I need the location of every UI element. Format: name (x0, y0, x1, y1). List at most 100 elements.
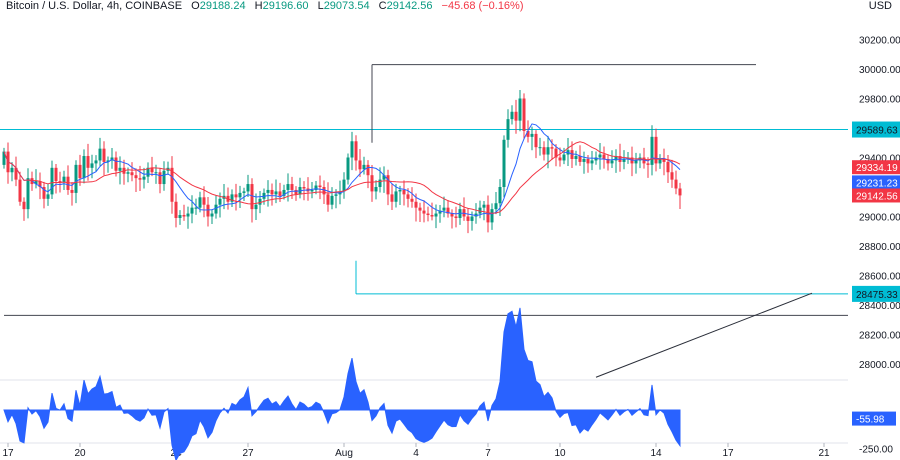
candle-body (74, 164, 78, 193)
candle-body (14, 167, 18, 180)
price-tag (852, 188, 900, 203)
candle-body (450, 213, 454, 217)
candle-body (494, 203, 498, 210)
candle-body (678, 188, 682, 196)
candle-body (454, 216, 458, 218)
oscillator-tick-label: -250.00 (859, 444, 893, 455)
candle-body (186, 213, 190, 217)
candle-body (390, 194, 394, 202)
candle-body (86, 156, 90, 168)
candle-body (526, 130, 530, 137)
candle-body (282, 189, 286, 196)
candle-body (482, 204, 486, 208)
candle-body (506, 119, 510, 140)
symbol-title[interactable]: Bitcoin / U.S. Dollar, 4h, COINBASE (6, 0, 183, 12)
candle-body (178, 215, 182, 218)
candle-body (610, 160, 614, 164)
oscillator-area (3, 307, 681, 460)
currency-label[interactable]: USD (868, 0, 892, 12)
candle-body (662, 158, 666, 162)
chart-header: Bitcoin / U.S. Dollar, 4h, COINBASE O291… (6, 0, 524, 12)
candle-body (374, 187, 378, 192)
candle-body (650, 136, 654, 165)
candle-body (386, 175, 390, 195)
price-tag-label: 29142.56 (856, 191, 898, 202)
candle-body (202, 197, 206, 205)
open-value: 29188.24 (199, 0, 246, 12)
y-tick-label: 28000.00 (859, 360, 900, 371)
y-tick-label: 29400.00 (859, 154, 900, 165)
candle-body (362, 164, 366, 170)
candle-body (342, 179, 346, 192)
candle-body (294, 189, 298, 195)
candle-body (442, 207, 446, 211)
candle-body (302, 187, 306, 189)
y-tick-label: 30200.00 (859, 36, 900, 47)
candle-body (114, 157, 118, 171)
candle-body (438, 210, 442, 214)
candle-body (434, 213, 438, 217)
candle-body (126, 172, 130, 174)
candle-body (542, 147, 546, 155)
x-tick-label: 27 (242, 448, 254, 459)
candle-body (606, 158, 610, 164)
candle-body (358, 160, 362, 170)
change-value: −45.68 (−0.16%) (441, 0, 524, 12)
y-tick-label: 29800.00 (859, 95, 900, 106)
candle-body (102, 148, 106, 162)
y-tick-label: 28800.00 (859, 242, 900, 253)
x-tick-label: 10 (554, 448, 566, 459)
open-label: O (191, 0, 200, 12)
candle-body (150, 167, 154, 173)
candle-body (262, 192, 266, 199)
candle-body (78, 164, 82, 179)
candle-body (190, 207, 194, 214)
candle-body (274, 191, 278, 195)
candle-body (658, 158, 662, 164)
candle-body (214, 204, 218, 214)
candle-body (614, 156, 618, 161)
candle-body (34, 181, 38, 185)
candle-body (550, 147, 554, 149)
price-tag (852, 175, 900, 190)
candle-body (622, 158, 626, 162)
candle-body (502, 139, 506, 187)
candle-body (670, 172, 674, 180)
candle-body (82, 156, 86, 179)
candle-body (594, 157, 598, 161)
candle-body (258, 198, 262, 205)
candle-body (286, 184, 290, 190)
candle-body (570, 150, 574, 159)
candle-body (90, 163, 94, 168)
candle-body (66, 176, 70, 190)
candle-body (406, 194, 410, 199)
y-tick-label: 28200.00 (859, 331, 900, 342)
candle-body (130, 172, 134, 176)
x-tick-label: 17 (2, 448, 14, 459)
candle-body (326, 194, 330, 205)
candle-body (534, 133, 538, 148)
candle-body (134, 175, 138, 179)
candle-body (38, 181, 42, 187)
candle-body (590, 160, 594, 164)
candle-body (334, 194, 338, 196)
candle-body (54, 167, 58, 182)
candle-body (242, 191, 246, 193)
candle-body (250, 184, 254, 210)
candle-body (158, 172, 162, 185)
price-tag (852, 160, 900, 175)
candle-body (474, 213, 478, 217)
level-price-label: 29589.63 (856, 126, 898, 137)
candle-body (470, 216, 474, 221)
candle-body (546, 147, 550, 155)
candle-body (398, 189, 402, 192)
candle-body (418, 207, 422, 211)
candle-body (366, 164, 370, 176)
high-label: H (254, 0, 263, 12)
candle-body (394, 191, 398, 202)
ma-fast-line (3, 123, 681, 217)
candle-body (162, 170, 166, 185)
candle-body (206, 204, 210, 217)
x-tick-label: 14 (650, 448, 662, 459)
